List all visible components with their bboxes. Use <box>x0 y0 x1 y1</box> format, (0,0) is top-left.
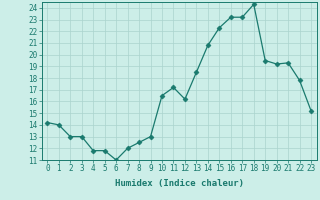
X-axis label: Humidex (Indice chaleur): Humidex (Indice chaleur) <box>115 179 244 188</box>
